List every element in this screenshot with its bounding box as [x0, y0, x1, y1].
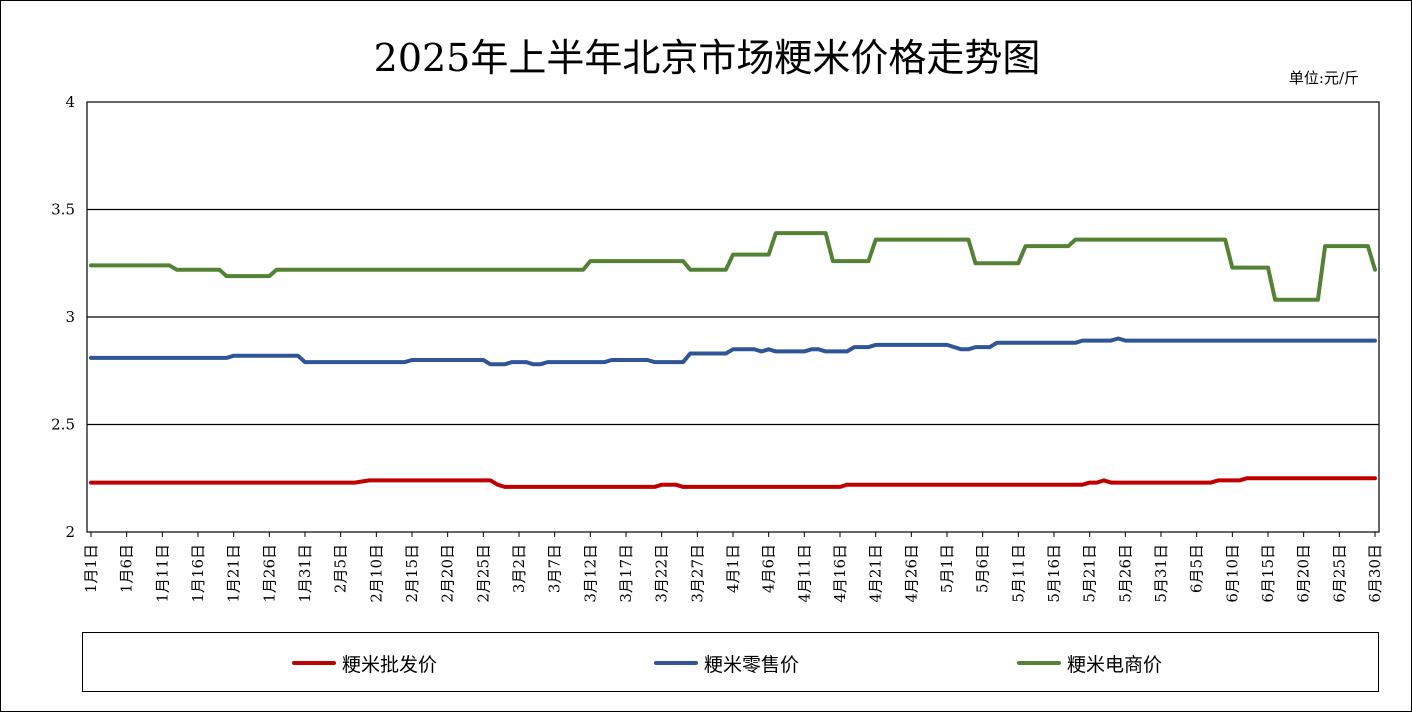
x-tick-label: 4月21日 — [867, 544, 885, 603]
series-line-ecommerce — [89, 231, 1377, 302]
x-tick-label: 5月1日 — [938, 544, 956, 593]
x-tick-label: 1月11日 — [153, 544, 171, 603]
series-line-wholesale — [89, 476, 1377, 489]
legend-swatch-ecommerce — [1017, 661, 1061, 665]
x-tick-label: 6月30日 — [1366, 544, 1384, 603]
x-tick-label: 2月5日 — [332, 544, 350, 593]
x-tick-label: 3月17日 — [617, 544, 635, 603]
x-tick-label: 5月11日 — [1009, 544, 1027, 603]
x-tick-label: 6月10日 — [1223, 544, 1241, 603]
legend-item-wholesale: 粳米批发价 — [292, 651, 438, 676]
legend-swatch-wholesale — [292, 661, 336, 665]
x-tick-label: 6月15日 — [1259, 544, 1277, 603]
x-tick-label: 2月10日 — [367, 544, 385, 603]
x-tick-label: 3月2日 — [510, 544, 528, 593]
x-tick-label: 3月7日 — [546, 544, 564, 593]
x-tick-label: 6月20日 — [1295, 544, 1313, 603]
chart-title: 2025年上半年北京市场粳米价格走势图 — [373, 36, 1041, 80]
legend-item-retail: 粳米零售价 — [654, 651, 800, 676]
x-tick-label: 2月15日 — [403, 544, 421, 603]
x-tick-label: 4月11日 — [795, 544, 813, 603]
x-tick-label: 3月27日 — [688, 544, 706, 603]
y-tick-label: 4 — [65, 93, 75, 111]
x-tick-label: 6月5日 — [1188, 544, 1206, 593]
x-tick-label: 2月25日 — [474, 544, 492, 603]
x-tick-label: 1月6日 — [118, 544, 136, 593]
x-tick-label: 1月31日 — [296, 544, 314, 603]
unit-label: 单位:元/斤 — [1288, 69, 1359, 87]
x-tick-label: 6月25日 — [1330, 544, 1348, 603]
series-line-retail — [89, 336, 1377, 367]
x-tick-label: 4月6日 — [760, 544, 778, 593]
x-tick-label: 5月6日 — [974, 544, 992, 593]
y-tick-label: 3.5 — [51, 201, 75, 219]
y-tick-label: 2 — [65, 523, 75, 541]
legend-label-retail: 粳米零售价 — [704, 653, 800, 676]
x-tick-label: 3月12日 — [581, 544, 599, 603]
y-tick-label: 2.5 — [51, 416, 75, 434]
y-tick-label: 3 — [65, 308, 75, 326]
x-tick-label: 1月16日 — [189, 544, 207, 603]
x-tick-label: 2月20日 — [439, 544, 457, 603]
x-tick-label: 5月21日 — [1081, 544, 1099, 603]
legend-item-ecommerce: 粳米电商价 — [1017, 651, 1163, 676]
x-tick-label: 4月16日 — [831, 544, 849, 603]
x-tick-label: 3月22日 — [653, 544, 671, 603]
legend-label-ecommerce: 粳米电商价 — [1067, 653, 1163, 676]
x-tick-label: 1月1日 — [82, 544, 100, 593]
legend-label-wholesale: 粳米批发价 — [342, 653, 438, 676]
x-tick-label: 4月1日 — [724, 544, 742, 593]
legend: 粳米批发价 粳米零售价 粳米电商价 — [82, 632, 1379, 692]
legend-swatch-retail — [654, 661, 698, 665]
x-tick-label: 5月16日 — [1045, 544, 1063, 603]
x-tick-label: 4月26日 — [902, 544, 920, 603]
x-tick-label: 5月26日 — [1116, 544, 1134, 603]
x-tick-label: 5月31日 — [1152, 544, 1170, 603]
x-tick-label: 1月26日 — [260, 544, 278, 603]
x-tick-label: 1月21日 — [225, 544, 243, 603]
